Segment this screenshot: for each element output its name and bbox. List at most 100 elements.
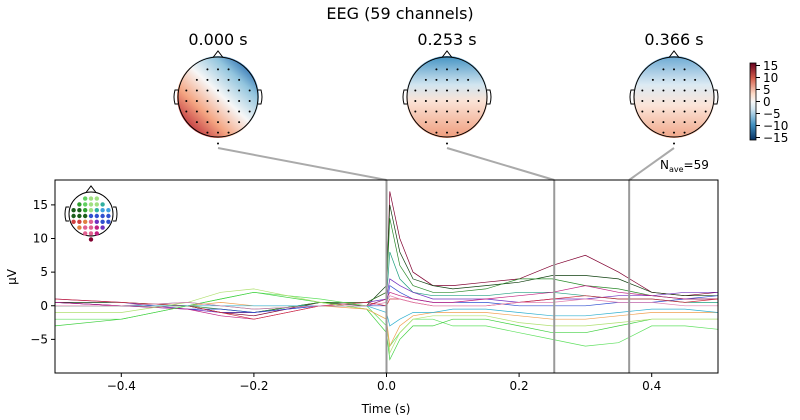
sensor-dot [456,131,459,134]
channel-trace-10 [55,288,718,355]
topomap-time-label: 0.253 s [417,30,476,49]
sensor-dot [456,110,459,113]
sensor-dot [683,121,686,124]
sensor-dot [467,89,470,92]
sensor-dot [88,202,94,207]
sensor-dot [227,121,230,124]
sensor-dot [414,110,417,113]
sensor-dot [248,110,251,113]
sensor-dot [248,89,251,92]
sensor-dot [694,110,697,113]
sensor-dot [673,121,675,124]
sensor-dot [704,100,707,102]
sensor-dot [467,110,470,113]
left-ear-icon [173,89,178,105]
x-tick-label: −0.2 [239,379,268,393]
nose-icon [212,50,224,58]
colorbar-tick-label: 15 [763,59,778,73]
sensor-dot [651,110,654,113]
sensor-dot [77,213,82,219]
sensor-dot [100,213,105,219]
y-tick-label: 15 [33,198,48,212]
sensor-dot [704,110,707,113]
sensor-dot [641,100,644,102]
sensor-dot [100,225,105,230]
sensor-dot [414,89,417,92]
sensor-dot [662,110,665,113]
sensor-dot [477,110,480,113]
sensor-dot [217,89,219,92]
sensor-dot [456,89,459,92]
sensor-dot [477,100,480,102]
topomap-time-label: 0.366 s [644,30,703,49]
sensor-dot [217,100,219,102]
sensor-dot [94,225,100,230]
topomap-0: 0.000 s [173,30,263,145]
sensor-dot [94,207,100,213]
channel-trace-0 [55,191,718,317]
sensor-dot [424,110,427,113]
sensor-dot [106,213,111,219]
sensor-dot [71,219,76,225]
sensor-dot [651,89,654,92]
sensor-dot [195,110,198,113]
sensor-dot [673,131,675,134]
sensor-dot [467,121,470,124]
sensor-dot [77,219,82,225]
sensor-dot [77,207,82,213]
colorbar-tick-label: 0 [763,95,771,109]
figure-title: EEG (59 channels) [326,4,473,23]
sensor-dot [106,219,111,225]
sensor-dot [71,207,76,213]
sensor-dot [100,207,105,213]
sensor-dot [88,196,94,201]
sensor-dot [217,110,219,113]
sensor-dot [446,78,448,81]
sensor-dot [435,110,438,113]
channel-trace-4 [55,278,718,313]
sensor-dot [662,68,665,71]
sensor-dot [88,237,94,242]
sensor-dot [88,207,94,213]
sensor-dot [662,100,665,102]
sensor-dot [673,68,675,71]
butterfly-plot: −0.4 −0.2 0.0 0.2 0.4 −5 0 5 10 15 Time (s) µV [5,179,719,416]
sensor-dot [248,100,251,102]
sensor-dot [206,121,209,124]
sensor-dot [673,110,675,113]
topomap-1: 0.253 s [402,30,492,145]
sensor-dot [217,142,219,145]
sensor-dot [195,121,198,124]
sensor-dot [435,100,438,102]
y-tick-label: 10 [33,232,48,246]
right-ear-icon [714,89,719,105]
sensor-dot [77,202,82,207]
sensor-dot [651,121,654,124]
sensor-dot [238,89,241,92]
sensor-dot [694,89,697,92]
sensor-dot [82,196,88,201]
sensor-dot [88,231,94,236]
nave-label: Nave=59 [660,158,709,174]
sensor-dot [100,202,105,207]
sensor-dot [195,89,198,92]
sensor-dot [467,100,470,102]
sensor-dot [206,110,209,113]
sensor-dot [206,89,209,92]
nose-icon [441,50,453,58]
sensor-dot [238,110,241,113]
colorbar-tick-label: −15 [763,131,788,145]
channel-trace-13 [55,295,718,310]
right-ear-icon [487,89,492,105]
sensor-dot [683,110,686,113]
left-ear-icon [402,89,407,105]
sensor-dot [446,110,448,113]
sensor-dot [227,89,230,92]
sensor-dot [435,131,438,134]
left-ear-icon [64,206,69,222]
sensor-dot [82,225,88,230]
topomap-2: 0.366 s [629,30,719,145]
